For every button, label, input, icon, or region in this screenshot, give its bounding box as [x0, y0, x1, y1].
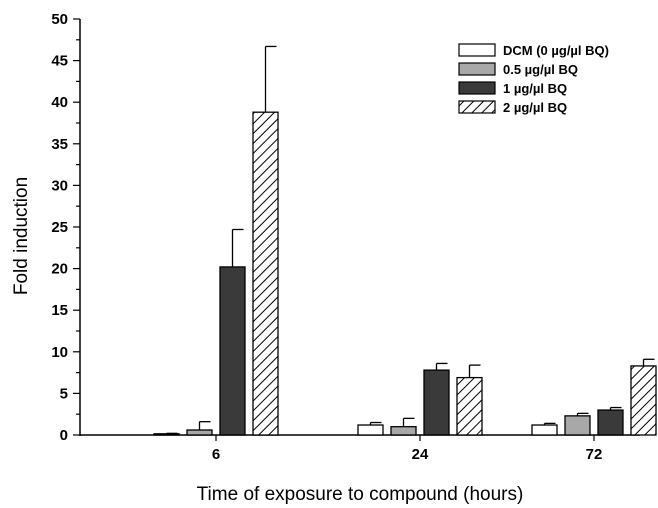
- x-tick-label: 6: [212, 446, 220, 463]
- legend-swatch: [458, 43, 496, 57]
- bar: [630, 365, 657, 436]
- bar: [219, 266, 246, 436]
- x-axis: 6 24 72: [80, 434, 640, 463]
- legend-label: 0.5 µg/µl BQ: [503, 62, 578, 77]
- x-tick-label: 72: [586, 446, 603, 463]
- bar: [186, 429, 213, 436]
- legend-label: 2 µg/µl BQ: [503, 100, 567, 115]
- legend-swatch: [458, 81, 496, 95]
- bar: [390, 426, 417, 436]
- y-tick-label: 0: [60, 427, 68, 444]
- y-tick-label: 45: [51, 53, 68, 70]
- y-tick-label: 5: [60, 385, 68, 402]
- y-tick-label: 50: [51, 11, 68, 28]
- y-axis: 0 5 10 15 20 25 30 35 40 45 50: [51, 11, 81, 444]
- x-axis-title: Time of exposure to compound (hours): [197, 484, 524, 505]
- bar: [564, 415, 591, 436]
- y-tick-label: 30: [51, 177, 68, 194]
- bar: [357, 424, 384, 436]
- y-tick-label: 10: [51, 344, 68, 361]
- y-tick-label: 20: [51, 261, 68, 278]
- y-tick-label: 25: [51, 219, 68, 236]
- x-tick-label: 24: [412, 446, 429, 463]
- bars: [153, 45, 657, 436]
- legend-swatch: [458, 100, 496, 114]
- legend-label: DCM (0 µg/µl BQ): [503, 43, 609, 58]
- bar: [423, 369, 450, 436]
- legend: DCM (0 µg/µl BQ) 0.5 µg/µl BQ 1 µg/µl BQ 2 …: [458, 43, 609, 115]
- bar: [456, 376, 483, 436]
- y-axis-title: Fold induction: [11, 177, 32, 295]
- bar: [531, 424, 558, 436]
- legend-swatch: [458, 62, 496, 76]
- bar: [597, 409, 624, 436]
- legend-label: 1 µg/µl BQ: [503, 81, 567, 96]
- y-tick-label: 15: [51, 302, 68, 319]
- bar: [252, 111, 279, 436]
- y-tick-label: 40: [51, 94, 68, 111]
- y-tick-label: 35: [51, 136, 68, 153]
